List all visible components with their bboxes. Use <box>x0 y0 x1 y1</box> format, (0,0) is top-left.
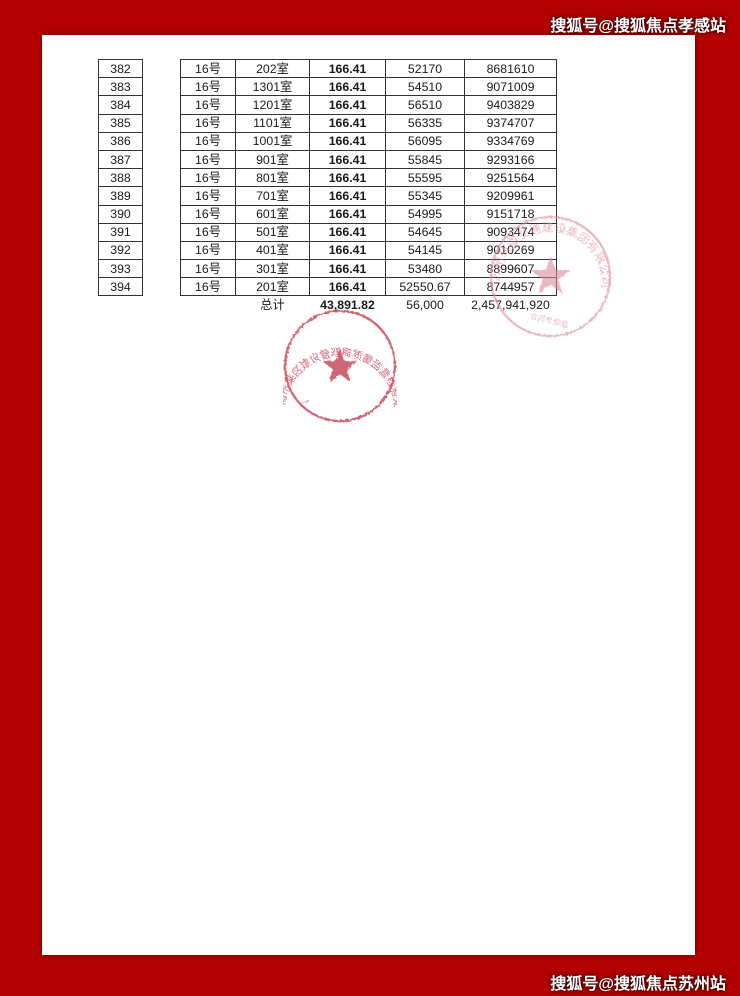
svg-text:一: 一 <box>300 396 311 408</box>
svg-text:合同专用章: 合同专用章 <box>528 310 569 330</box>
